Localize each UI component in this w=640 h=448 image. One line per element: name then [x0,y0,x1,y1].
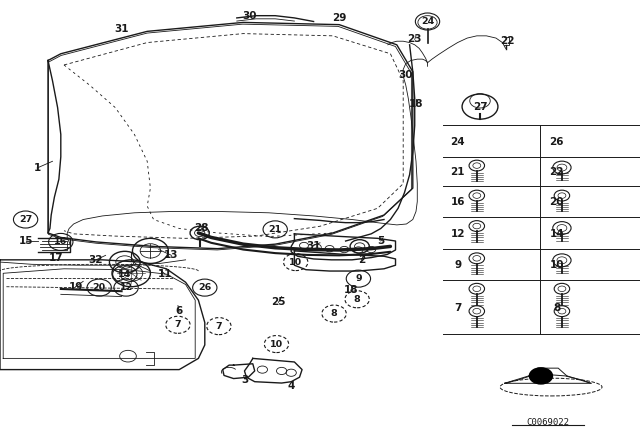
Text: 32: 32 [89,255,103,265]
Text: 30: 30 [399,70,413,80]
Text: 8: 8 [553,303,561,313]
Text: 20: 20 [93,283,106,292]
Text: 5: 5 [377,236,385,246]
Text: 2: 2 [358,255,365,265]
Text: 4: 4 [287,381,295,391]
Text: 9: 9 [454,260,461,270]
Text: 26: 26 [198,283,211,292]
Text: 8: 8 [354,295,360,304]
Text: 22: 22 [500,36,514,46]
Text: 27: 27 [473,102,487,112]
Text: 16: 16 [451,198,465,207]
Text: 16: 16 [54,237,67,246]
Text: 9: 9 [355,274,362,283]
Text: 28: 28 [195,224,209,233]
Text: 10: 10 [550,260,564,270]
Text: 21: 21 [451,167,465,177]
Text: 8: 8 [331,309,337,318]
Text: 20: 20 [550,198,564,207]
Text: 12: 12 [120,283,132,292]
Text: 15: 15 [19,236,33,246]
Text: 27: 27 [19,215,32,224]
Text: 17: 17 [49,253,63,263]
Text: 6: 6 [175,306,183,316]
Text: 23: 23 [408,34,422,44]
Text: C0069022: C0069022 [526,418,570,426]
Text: 11: 11 [158,269,172,279]
Text: 31: 31 [115,24,129,34]
Text: 21: 21 [269,225,282,234]
Text: 18: 18 [344,285,358,295]
Text: 30: 30 [243,11,257,21]
Text: 18: 18 [409,99,423,109]
Circle shape [529,368,552,384]
Text: 14: 14 [550,229,564,239]
Text: 7: 7 [216,322,222,331]
Text: 19: 19 [68,282,83,292]
Text: 7: 7 [454,303,461,313]
Text: 29: 29 [332,13,346,23]
Text: 24: 24 [421,17,434,26]
Text: 31: 31 [307,241,321,250]
Text: 14: 14 [118,270,131,279]
Text: 26: 26 [550,137,564,147]
Text: 12: 12 [451,229,465,239]
Text: 1: 1 [33,163,41,173]
Text: 10: 10 [289,258,302,267]
Text: 13: 13 [164,250,179,260]
Text: 25: 25 [271,297,285,307]
Text: 3: 3 [241,375,248,385]
Text: 7: 7 [175,320,181,329]
Text: 10: 10 [270,340,283,349]
Text: 24: 24 [451,137,465,147]
Text: 22: 22 [550,167,564,177]
